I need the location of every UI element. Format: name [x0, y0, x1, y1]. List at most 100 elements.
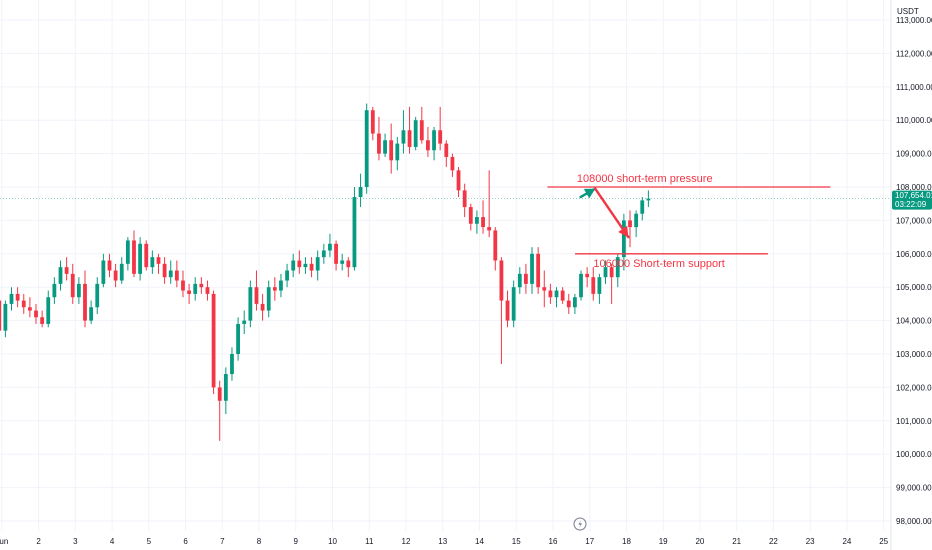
candle-body — [548, 290, 553, 298]
candle-body — [34, 310, 38, 318]
candle-down — [181, 270, 185, 298]
candle-up — [395, 136, 400, 171]
candle-body — [248, 287, 253, 321]
date-tick-label: 7 — [220, 537, 225, 546]
grid-lines — [0, 0, 891, 531]
candle-body — [634, 213, 639, 228]
candle-body — [646, 198, 651, 201]
candle-body — [517, 273, 522, 288]
candle-body — [566, 300, 571, 308]
candle-body — [438, 130, 443, 144]
price-tick-label: 101,000.00 — [896, 417, 932, 426]
price-tick-label: 112,000.00 — [896, 49, 932, 58]
candle-body — [279, 280, 283, 291]
candle-down — [21, 293, 26, 314]
date-tick-label: 21 — [732, 537, 741, 546]
candle-down — [27, 297, 32, 318]
candle-down — [174, 260, 179, 288]
price-tick-label: 99,000.00 — [896, 484, 932, 493]
time-axis[interactable]: Jun2345678910111213141516171819202122232… — [0, 537, 889, 546]
price-tick-label: 98,000.00 — [896, 517, 932, 526]
date-tick-label: 5 — [147, 537, 152, 546]
candle-up — [101, 253, 106, 288]
price-axis[interactable]: 98,000.00 99,000.00 100,000.00 101,000.00 10… — [896, 16, 932, 526]
candle-up — [358, 173, 363, 208]
candle-down — [205, 280, 210, 301]
candle-down — [487, 170, 492, 238]
lightning-glyph — [578, 520, 583, 528]
candle-down — [591, 267, 596, 301]
candle-down — [566, 293, 571, 314]
candle-body — [217, 387, 222, 401]
candle-up — [328, 233, 332, 258]
candle-body — [205, 287, 210, 294]
candle-body — [0, 300, 2, 331]
candle-body — [260, 303, 265, 311]
candle-up — [321, 243, 326, 264]
candle-down — [211, 290, 216, 395]
candle-body — [76, 283, 81, 298]
candle-up — [52, 277, 57, 304]
logo-circle — [573, 517, 587, 531]
candle-body — [481, 217, 485, 228]
candle-up — [193, 277, 198, 301]
candle-down — [542, 270, 547, 308]
candle-up — [640, 197, 645, 221]
candle-body — [223, 374, 228, 401]
tradingview-icon[interactable] — [573, 517, 587, 531]
candle-down — [64, 257, 69, 281]
candle-body — [315, 257, 320, 271]
candle-up — [95, 277, 100, 314]
candle-down — [389, 123, 394, 174]
candle-body — [125, 240, 130, 264]
candle-down — [144, 240, 149, 271]
candle-body — [505, 300, 510, 321]
date-tick-label: 24 — [842, 537, 851, 546]
candle-down — [260, 293, 265, 321]
candle-body — [266, 287, 271, 311]
candle-body — [609, 267, 614, 278]
candle-down — [132, 230, 136, 278]
candle-down — [370, 106, 375, 141]
candle-body — [530, 253, 534, 284]
arrow-head — [618, 225, 629, 238]
candle-down — [162, 257, 167, 284]
candle-body — [628, 220, 632, 228]
candle-body — [187, 290, 191, 294]
candle-body — [113, 270, 118, 281]
price-tick-label: 105,000.00 — [896, 283, 932, 292]
candle-down — [628, 210, 632, 248]
candle-body — [162, 263, 167, 278]
candle-up — [530, 247, 534, 294]
candle-body — [462, 190, 467, 208]
date-tick-label: 10 — [328, 537, 337, 546]
price-tick-label: 104,000.00 — [896, 317, 932, 326]
candle-body — [377, 133, 381, 154]
candle-body — [199, 283, 204, 288]
candle-body — [432, 130, 436, 151]
candle-body — [340, 260, 345, 264]
candle-body — [554, 290, 559, 298]
candle-up — [285, 263, 289, 288]
candle-body — [309, 263, 314, 271]
date-tick-label: 13 — [438, 537, 447, 546]
candle-body — [70, 273, 75, 298]
candle-down — [536, 247, 541, 294]
annotation-label: 106000 Short-term support — [593, 258, 724, 270]
candle-body — [236, 323, 240, 354]
candle-body — [181, 280, 185, 291]
candle-down — [444, 140, 449, 167]
candle-up — [579, 270, 583, 301]
candle-body — [193, 283, 198, 294]
candles-layer — [0, 103, 891, 441]
candle-down — [450, 153, 455, 177]
candle-up — [352, 187, 357, 271]
candle-body — [370, 110, 375, 134]
candle-body — [138, 243, 143, 274]
candle-down — [493, 227, 498, 271]
candle-up — [242, 310, 247, 334]
candle-body — [58, 267, 63, 284]
candle-body — [150, 257, 155, 268]
candle-body — [475, 217, 479, 224]
